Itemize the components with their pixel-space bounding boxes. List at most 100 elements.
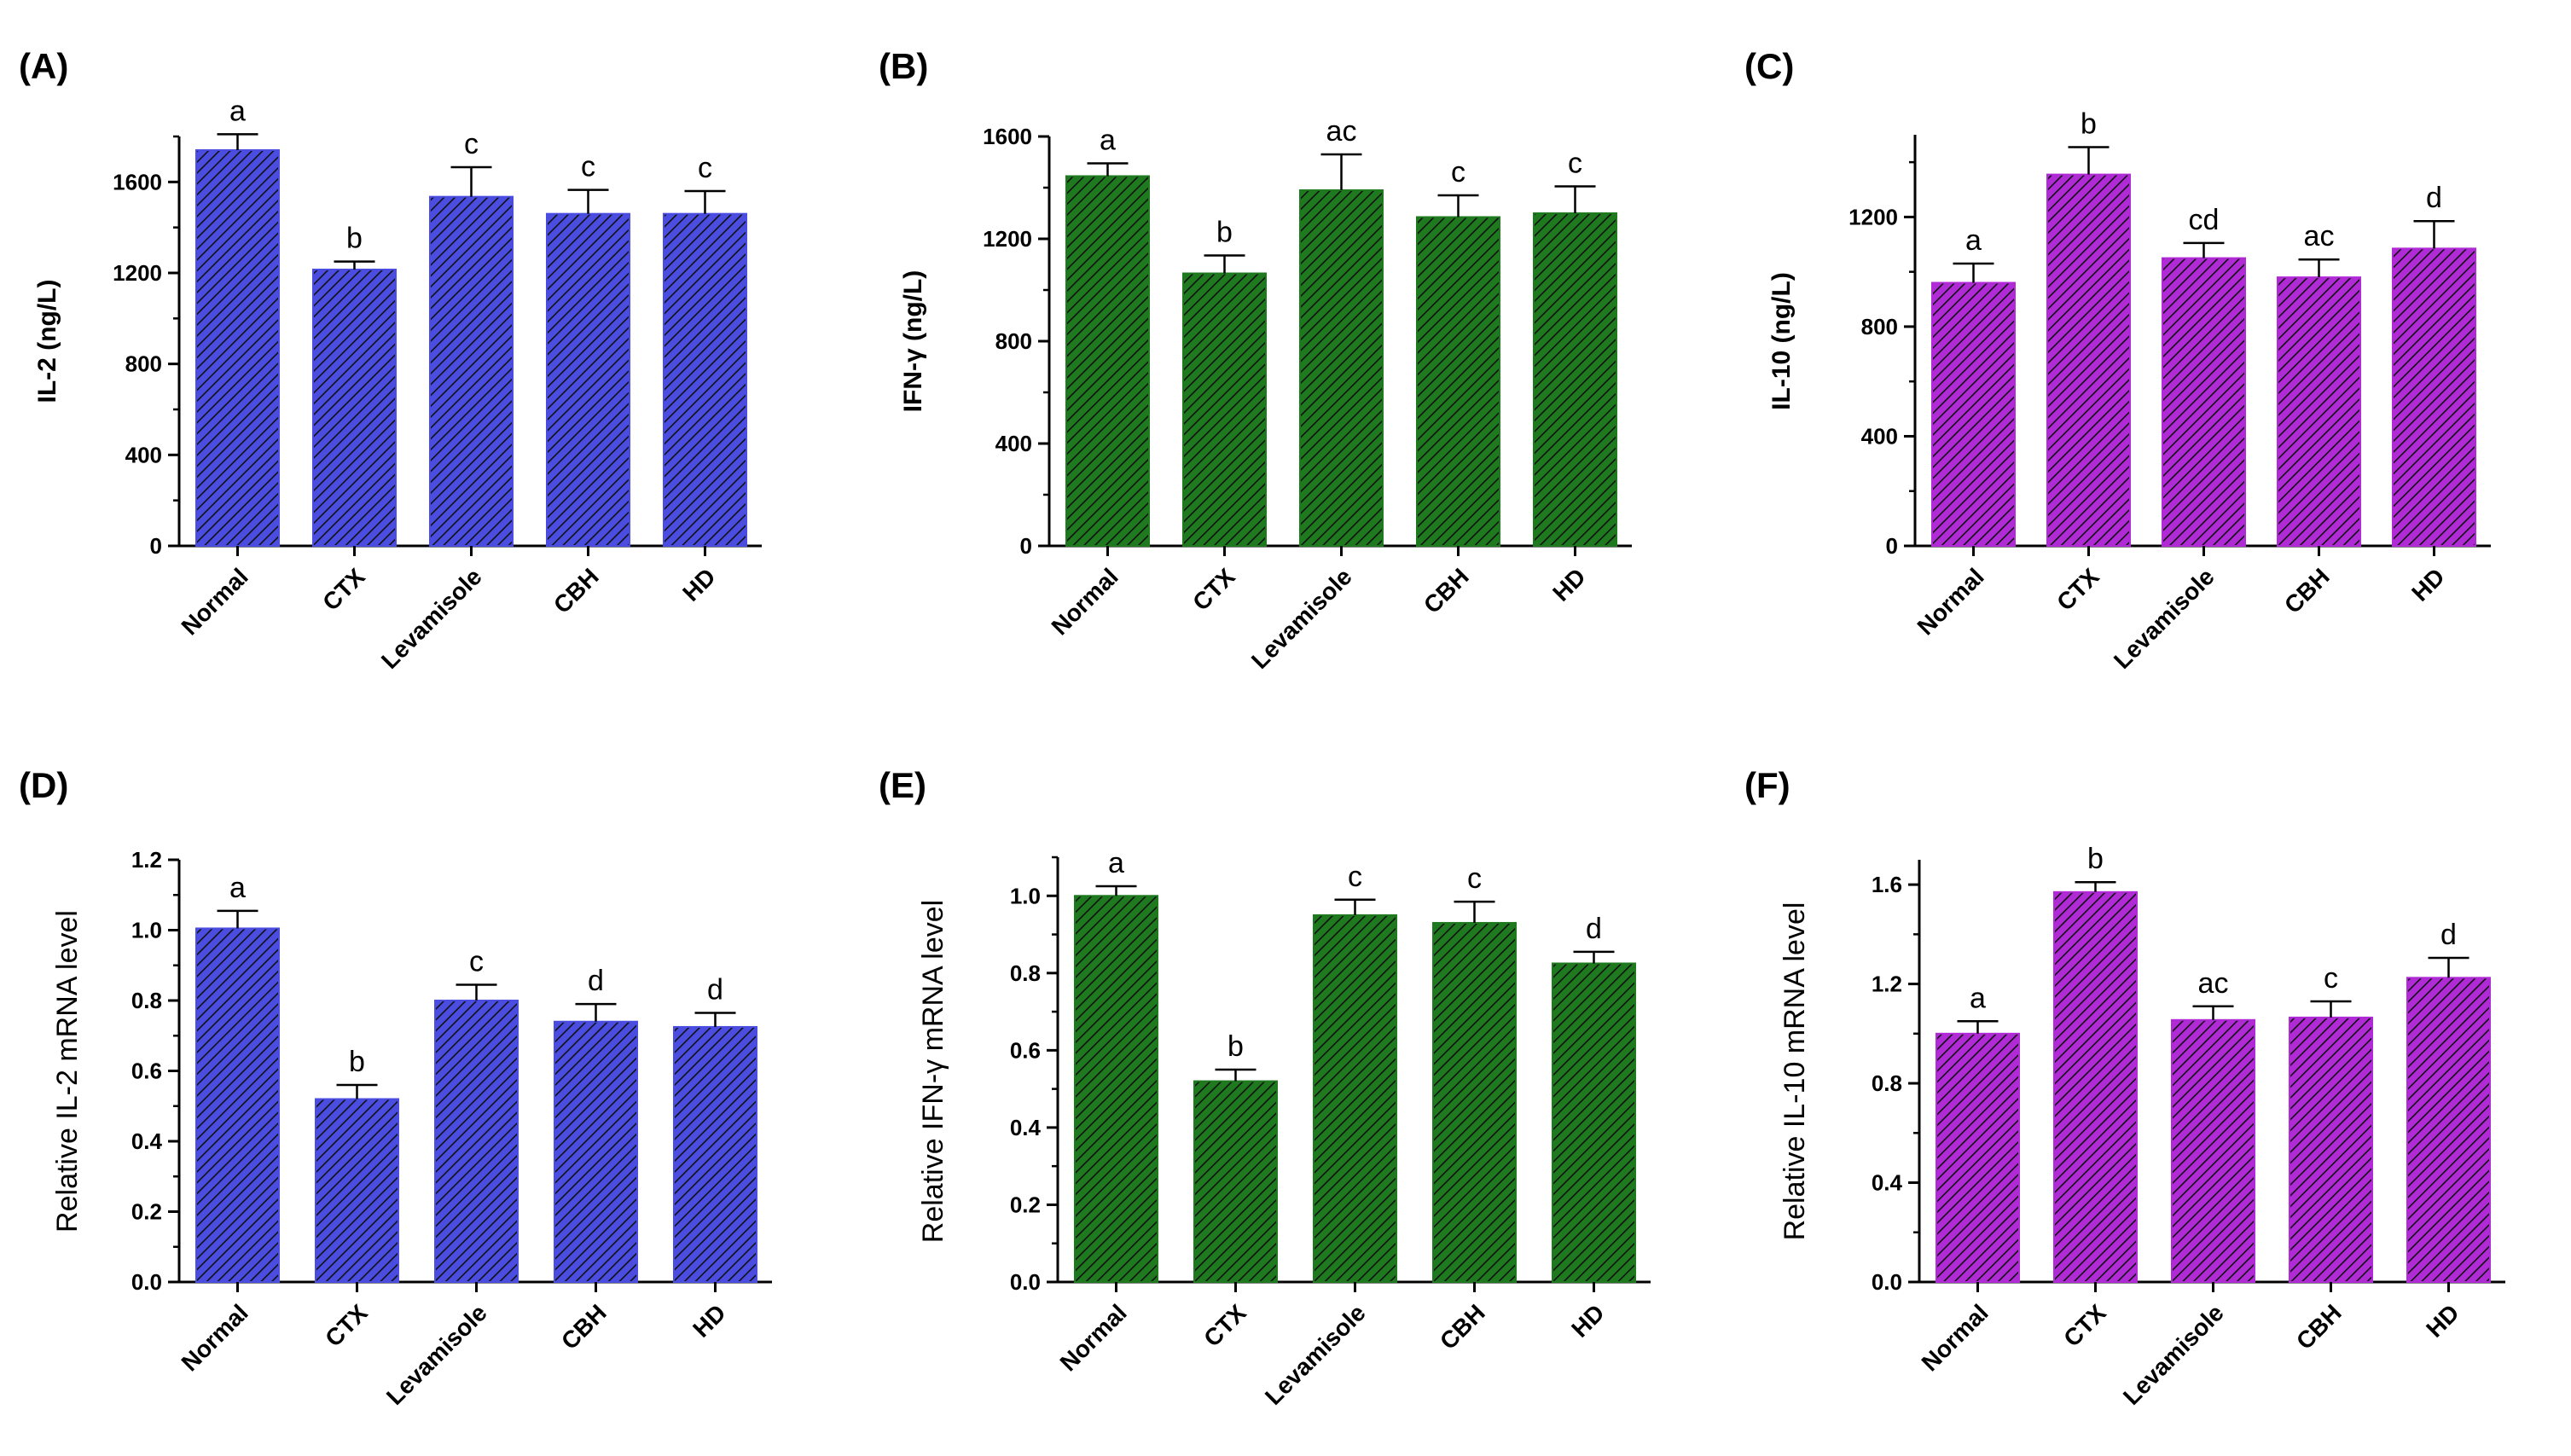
significance-label: ac [2198, 967, 2229, 1000]
x-tick-label: CBH [1419, 563, 1474, 618]
significance-label: d [2426, 182, 2442, 214]
y-tick-label: 0.4 [1872, 1170, 1903, 1196]
significance-label: a [1970, 982, 1986, 1014]
bar-normal [1065, 175, 1150, 547]
x-tick-label: Levamisole [1260, 1299, 1371, 1410]
bar-levamisole [1313, 914, 1397, 1283]
panel-label: (F) [1744, 765, 1790, 805]
bar-normal [1074, 895, 1158, 1283]
x-tick-label: Normal [1912, 563, 1989, 640]
bar-normal [195, 149, 280, 547]
significance-label: b [2087, 843, 2104, 875]
significance-label: b [349, 1046, 365, 1078]
significance-label: c [698, 152, 712, 184]
y-tick-label: 800 [995, 328, 1032, 354]
significance-label: b [1216, 217, 1233, 249]
y-axis-label: IL-10 (ng/L) [1767, 272, 1796, 410]
y-tick-label: 1.0 [131, 918, 162, 943]
significance-label: d [588, 965, 604, 997]
panel-label: (B) [879, 46, 928, 86]
y-tick-label: 800 [125, 351, 162, 377]
x-tick-label: CBH [1435, 1299, 1490, 1354]
bar-ctx [2053, 890, 2138, 1283]
significance-label: c [1568, 148, 1582, 180]
y-axis-label: Relative IL-10 mRNA level [1779, 902, 1811, 1241]
bar-hd [663, 212, 747, 548]
x-tick-label: CTX [1198, 1299, 1251, 1352]
bar-cbh [2289, 1016, 2373, 1284]
y-tick-label: 400 [995, 431, 1032, 456]
bar-cbh [554, 1020, 638, 1283]
bar-ctx [315, 1098, 399, 1283]
significance-label: a [229, 95, 246, 127]
y-tick-label: 400 [125, 442, 162, 467]
significance-label: b [1227, 1030, 1244, 1063]
y-tick-label: 1.2 [1872, 972, 1902, 997]
significance-label: a [1965, 224, 1982, 257]
bar-cbh [2277, 276, 2361, 547]
bar-hd [1552, 962, 1636, 1283]
y-axis-label: IL-2 (ng/L) [33, 280, 61, 403]
x-tick-label: Normal [1055, 1299, 1132, 1376]
significance-label: c [469, 945, 484, 977]
bar-normal [1931, 281, 2016, 547]
y-tick-label: 1.0 [1010, 883, 1041, 908]
x-tick-label: HD [1547, 563, 1591, 606]
y-axis-label: Relative IL-2 mRNA level [51, 910, 84, 1233]
y-tick-label: 1600 [113, 169, 162, 194]
significance-label: a [1100, 125, 1116, 157]
y-tick-label: 1200 [1848, 204, 1898, 229]
y-tick-label: 0 [1886, 533, 1898, 559]
y-tick-label: 1.6 [1872, 872, 1902, 897]
x-tick-label: CTX [320, 1299, 373, 1352]
bar-hd [673, 1025, 757, 1283]
x-tick-label: HD [1566, 1299, 1610, 1343]
significance-label: a [1108, 847, 1124, 879]
x-tick-label: CBH [2279, 563, 2335, 618]
chart-panel-c: (C) 0 400 800 1200 IL-10 (ng/L) a Normal b CTX cd L… [1744, 46, 2491, 674]
x-tick-label: HD [2406, 563, 2450, 606]
x-tick-label: Normal [177, 1299, 253, 1376]
bar-normal [195, 927, 280, 1283]
x-tick-label: CTX [2052, 563, 2104, 616]
bar-levamisole [429, 195, 514, 548]
x-tick-label: HD [2421, 1299, 2464, 1343]
bar-cbh [546, 212, 630, 548]
bar-levamisole [2171, 1018, 2255, 1283]
significance-label: ac [2304, 220, 2335, 252]
significance-label: b [346, 223, 363, 255]
significance-label: d [2440, 919, 2457, 951]
x-tick-label: Levamisole [376, 563, 487, 674]
x-tick-label: CBH [2291, 1299, 2347, 1354]
significance-label: d [1586, 913, 1602, 945]
x-tick-label: Levamisole [1246, 563, 1357, 674]
y-tick-label: 0.8 [1010, 960, 1041, 986]
x-tick-label: Normal [1047, 563, 1123, 640]
y-tick-label: 1.2 [131, 847, 162, 873]
y-axis-label: Relative IFN-γ mRNA level [917, 900, 949, 1243]
bar-levamisole [2162, 257, 2246, 547]
bar-cbh [1416, 216, 1500, 547]
bar-hd [2392, 247, 2476, 547]
y-tick-label: 0.0 [1010, 1269, 1041, 1295]
bar-cbh [1432, 921, 1517, 1283]
bar-ctx [1193, 1080, 1278, 1283]
bar-normal [1936, 1032, 2020, 1283]
significance-label: d [707, 973, 723, 1006]
bar-ctx [312, 269, 397, 547]
bar-levamisole [1299, 189, 1384, 547]
chart-panel-f: (F) 0.0 0.4 0.8 1.2 1.6 Relative IL-10 mRNA le… [1744, 765, 2505, 1410]
panel-label: (A) [19, 46, 68, 86]
y-tick-label: 1600 [983, 124, 1032, 149]
y-tick-label: 0.8 [131, 988, 162, 1013]
x-tick-label: HD [677, 563, 721, 606]
y-tick-label: 0 [150, 533, 162, 559]
x-tick-label: Levamisole [381, 1299, 492, 1410]
y-tick-label: 0.4 [131, 1128, 163, 1154]
y-tick-label: 0.8 [1872, 1070, 1902, 1096]
significance-label: c [2324, 962, 2338, 995]
significance-label: c [581, 151, 595, 183]
y-tick-label: 0.6 [131, 1059, 162, 1084]
y-tick-label: 0.0 [1872, 1269, 1902, 1295]
